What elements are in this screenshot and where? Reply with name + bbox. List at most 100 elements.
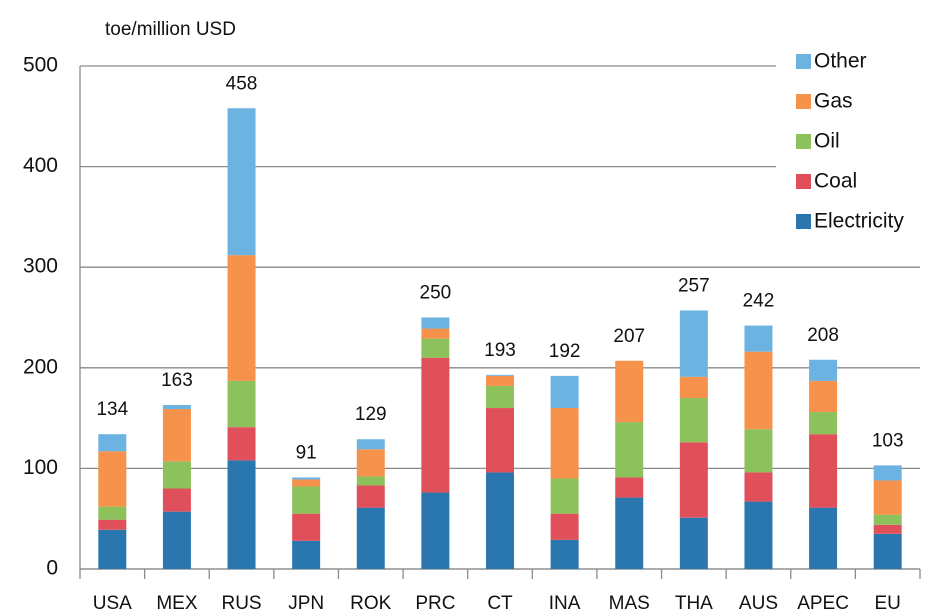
bar-segment bbox=[98, 434, 127, 452]
bar-segment bbox=[227, 255, 256, 381]
x-tick-label: PRC bbox=[415, 593, 455, 612]
total-label: 103 bbox=[872, 430, 904, 451]
bar-segment bbox=[873, 480, 902, 515]
x-tick-label: INA bbox=[549, 593, 581, 612]
total-label: 257 bbox=[678, 275, 710, 296]
x-tick-label: APEC bbox=[797, 593, 849, 612]
bar-segment bbox=[809, 434, 838, 508]
y-tick-label: 0 bbox=[46, 557, 58, 580]
bar-segment bbox=[550, 375, 579, 409]
bar-segment bbox=[227, 427, 256, 461]
bar-segment bbox=[356, 439, 385, 450]
bar-segment bbox=[744, 325, 773, 352]
bar-segment bbox=[98, 529, 127, 569]
bar-segment bbox=[421, 328, 450, 339]
bar-segment bbox=[744, 472, 773, 502]
total-label: 134 bbox=[96, 399, 128, 420]
bar-segment bbox=[421, 492, 450, 569]
total-label: 458 bbox=[226, 73, 258, 94]
bar-segment bbox=[162, 488, 191, 512]
bar-segment bbox=[98, 451, 127, 507]
bar-segment bbox=[550, 539, 579, 569]
bar-segment bbox=[227, 460, 256, 569]
bar-segment bbox=[486, 375, 514, 386]
y-tick-label: 100 bbox=[23, 456, 58, 479]
bar-segment bbox=[421, 338, 450, 358]
y-tick-label: 200 bbox=[23, 355, 58, 378]
total-label: 192 bbox=[549, 341, 581, 362]
x-tick-label: EU bbox=[874, 593, 900, 612]
bar-segment bbox=[162, 461, 191, 489]
y-axis-label: toe/million USD bbox=[105, 19, 236, 40]
bar-segment bbox=[873, 514, 902, 525]
x-tick-label: CT bbox=[487, 593, 513, 612]
total-label: 163 bbox=[161, 370, 193, 391]
bar-segment bbox=[421, 317, 450, 329]
bar-segment bbox=[615, 422, 644, 478]
bar-segment bbox=[356, 449, 385, 477]
total-label: 91 bbox=[296, 442, 317, 463]
legend-swatch bbox=[796, 214, 811, 229]
bar-segment bbox=[615, 497, 644, 569]
bar-segment bbox=[679, 310, 708, 377]
total-label: 242 bbox=[743, 291, 775, 312]
bar-segment bbox=[486, 385, 514, 409]
bar-segment bbox=[162, 405, 191, 410]
bar-segment bbox=[292, 540, 321, 569]
bar-segment bbox=[744, 501, 773, 569]
legend-swatch bbox=[796, 54, 811, 69]
bar-segment bbox=[809, 412, 838, 435]
total-label: 193 bbox=[484, 340, 516, 361]
bar-segment bbox=[98, 519, 127, 530]
bar-segment bbox=[615, 360, 644, 423]
total-label: 129 bbox=[355, 404, 387, 425]
x-tick-label: RUS bbox=[221, 593, 261, 612]
bar-segment bbox=[873, 524, 902, 534]
y-tick-label: 300 bbox=[23, 255, 58, 278]
legend-label: Coal bbox=[814, 170, 857, 193]
bar-segment bbox=[356, 476, 385, 486]
legend-label: Other bbox=[814, 50, 867, 73]
legend-swatch bbox=[796, 174, 811, 189]
bar-segment bbox=[356, 485, 385, 508]
y-tick-label: 400 bbox=[23, 154, 58, 177]
total-label: 208 bbox=[807, 325, 839, 346]
bar-segment bbox=[679, 376, 708, 398]
bar-segment bbox=[421, 357, 450, 493]
x-tick-label: MEX bbox=[156, 593, 198, 612]
total-label: 207 bbox=[613, 326, 645, 347]
bar-segment bbox=[486, 472, 514, 569]
legend-swatch bbox=[796, 94, 811, 109]
bar-segment bbox=[292, 486, 321, 514]
legend-label: Gas bbox=[814, 90, 853, 113]
bar-segment bbox=[227, 380, 256, 428]
bar-segment bbox=[615, 477, 644, 498]
y-tick-label: 500 bbox=[23, 54, 58, 77]
x-tick-label: ROK bbox=[350, 593, 392, 612]
bar-segment bbox=[809, 507, 838, 569]
bar-segment bbox=[550, 408, 579, 479]
bar-segment bbox=[809, 380, 838, 413]
bar-segment bbox=[679, 517, 708, 569]
legend-swatch bbox=[796, 134, 811, 149]
bar-segment bbox=[98, 506, 127, 520]
bar-segment bbox=[162, 409, 191, 462]
bar-segment bbox=[550, 478, 579, 514]
bar-segment bbox=[679, 397, 708, 443]
bar-segment bbox=[873, 533, 902, 569]
bar-segment bbox=[873, 465, 902, 481]
bar-segment bbox=[550, 513, 579, 540]
bar-segment bbox=[809, 359, 838, 381]
bar-segment bbox=[486, 408, 514, 473]
x-tick-label: USA bbox=[93, 593, 132, 612]
legend-label: Oil bbox=[814, 130, 840, 153]
x-tick-label: MAS bbox=[609, 593, 650, 612]
bar-segment bbox=[292, 479, 321, 487]
bar-segment bbox=[292, 513, 321, 541]
bar-segment bbox=[162, 511, 191, 569]
bar-segment bbox=[679, 442, 708, 518]
x-tick-label: AUS bbox=[739, 593, 778, 612]
legend-label: Electricity bbox=[814, 210, 904, 233]
bar-segment bbox=[744, 351, 773, 430]
